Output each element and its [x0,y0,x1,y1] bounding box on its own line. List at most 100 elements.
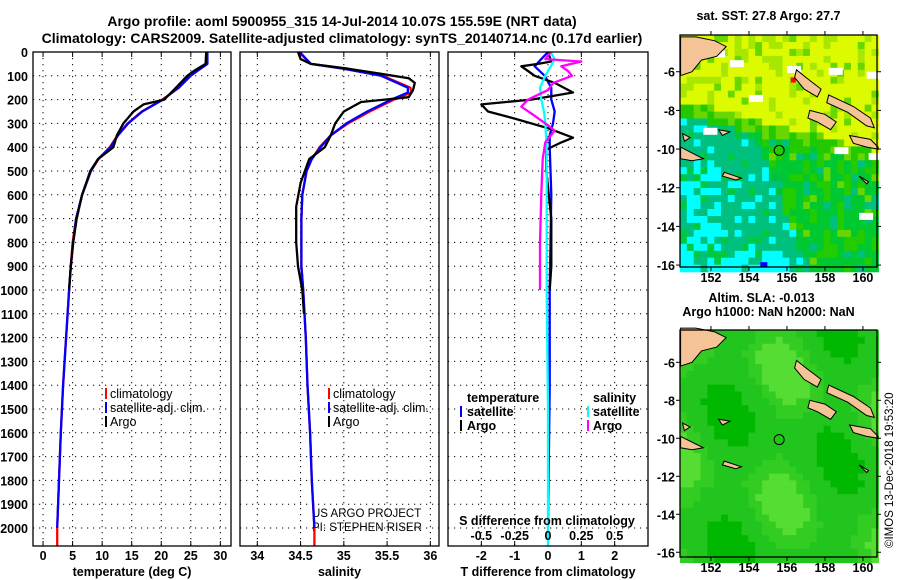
sla-cell [830,371,838,379]
sla-cell [768,439,777,447]
sla-cell [700,405,708,413]
sst-cell [803,104,811,113]
sst-cell [809,118,818,127]
sst-cell [782,125,790,134]
sst-cell [857,97,866,106]
sla-cell [748,377,756,386]
sla-cell [864,377,873,386]
legend-label: satellite-adj. clim. [333,401,429,415]
sst-cell [775,83,784,92]
sst-cell [782,83,790,92]
sla-cell [844,453,852,461]
sst-cell [768,174,777,182]
sst-cell [755,132,763,140]
sla-cell [823,418,831,427]
sla-cell [823,535,831,543]
sla-cell [741,473,749,481]
sst-cell [823,257,831,266]
sla-cell [864,494,873,502]
sst-cell [680,174,688,182]
sla-cell [707,377,715,386]
sla-cell [816,371,825,379]
sla-cell [768,357,777,365]
sla-cell [768,466,777,475]
sst-cell [680,202,688,210]
sst-cell [700,160,708,168]
sla-cell [857,507,866,516]
sst-cell [762,202,770,210]
sst-cell [755,139,763,147]
sst-cell [680,222,688,231]
sla-cell [823,446,831,454]
sst-cell [775,257,784,266]
sla-cell [830,480,838,488]
sst-cell [734,229,743,238]
sst-cell [734,222,743,231]
sla-cell [837,521,845,529]
sst-cell [789,264,797,273]
sla-cell [727,405,736,413]
sst-cell [762,111,770,120]
sla-cell [864,336,873,345]
series-line-s-argo [520,51,583,290]
sst-cell [748,90,756,99]
sla-cell [816,466,825,475]
sst-cell [748,257,756,266]
sla-cell [837,412,845,420]
sla-cell [734,439,743,447]
sst-cell [680,195,688,203]
sst-cell [837,132,845,140]
sst-cell [680,90,688,99]
sst-cell [700,153,708,161]
sst-cell [741,90,749,99]
sla-cell [857,377,866,386]
sla-cell [796,548,804,557]
sst-cell [755,264,763,273]
sst-cell [830,48,838,57]
sst-cell [727,42,736,50]
sla-cell [789,473,797,481]
sla-cell [803,391,811,399]
sst-cell [707,90,715,99]
sla-cell [782,535,790,543]
sla-cell [755,501,763,509]
sla-cell [816,336,825,345]
sla-cell [775,501,784,509]
sla-cell [837,364,845,372]
sla-cell [803,535,811,543]
sst-cell [686,222,695,231]
sla-cell [721,507,729,516]
sst-cell [762,167,770,175]
sst-cell [782,104,790,113]
sla-cell [789,507,797,516]
sla-cell [700,521,708,529]
sst-cell [803,139,811,147]
sla-cell [803,405,811,413]
sst-cell [721,160,729,168]
sla-cell [707,521,715,529]
sst-cell [714,132,722,140]
panel-salinity: 34 34.5 35 35.5 36salinityclimatologysatelli… [239,51,440,579]
sla-cell [693,494,702,502]
sst-cell [693,216,702,224]
sla-cell [857,459,866,468]
sla-cell [721,473,729,481]
sst-cell [762,83,770,92]
sst-cell [851,76,859,85]
sst-cell [693,229,702,238]
sla-cell [775,542,784,550]
sst-cell [700,216,708,224]
sst-cell [871,76,879,85]
sla-cell [796,494,804,502]
sla-cell [734,480,743,488]
sla-cell [844,487,852,495]
sla-cell [755,398,763,406]
sst-cell [816,250,825,259]
sst-cell [830,90,838,99]
sla-cell [809,521,818,529]
sst-cell [809,132,818,140]
sst-cell [700,69,708,78]
sla-cell [816,398,825,406]
sla-cell [796,405,804,413]
sla-cell [686,453,695,461]
